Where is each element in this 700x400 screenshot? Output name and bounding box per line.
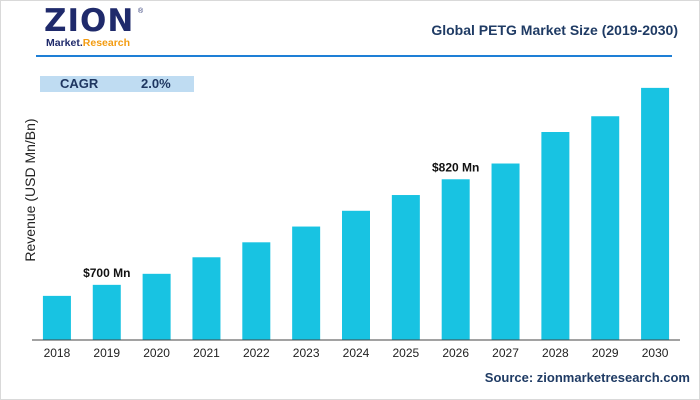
bar-2025 [391,195,420,340]
x-tick-label-2025: 2025 [392,346,419,360]
bar-2021 [192,257,221,340]
cagr-label: CAGR [60,76,99,91]
zion-logo: ZION ® Market.Research [44,6,154,52]
x-tick-label-2023: 2023 [293,346,320,360]
x-tick-label-2029: 2029 [592,346,619,360]
bar-2019 [92,284,121,340]
x-tick-label-2022: 2022 [243,346,270,360]
bar-2024 [342,210,370,340]
bar-2029 [591,116,620,340]
x-tick-label-2020: 2020 [143,346,170,360]
x-tick-label-2024: 2024 [343,346,370,360]
bar-2026 [441,179,470,340]
data-label-2019: $700 Mn [83,266,130,280]
x-tick-label-2021: 2021 [193,346,220,360]
bar-2018 [42,295,71,340]
x-tick-label-2028: 2028 [542,346,569,360]
x-tick-label-2027: 2027 [492,346,519,360]
bar-2023 [292,226,321,340]
cagr-badge: CAGR 2.0% [40,76,194,92]
chart-title: Global PETG Market Size (2019-2030) [431,22,678,38]
data-label-2026: $820 Mn [432,160,479,174]
x-tick-label-2030: 2030 [642,346,669,360]
bar-2022 [242,242,271,340]
registered-mark: ® [138,8,144,15]
x-tick-label-2019: 2019 [93,346,120,360]
x-tick-label-2026: 2026 [442,346,469,360]
x-tick-label-2018: 2018 [44,346,71,360]
logo-sub-research: Research [82,37,131,49]
bar-2027 [491,163,520,340]
logo-sub-market: Market. [46,37,83,49]
cagr-value: 2.0% [141,76,171,91]
bar-2030 [641,87,670,340]
logo-subtitle: Market.Research [46,38,130,49]
source-credit: Source: zionmarketresearch.com [484,370,690,385]
bar-2028 [541,132,570,340]
header-divider [36,55,672,57]
bar-2020 [142,273,171,340]
logo-wordmark: ZION [44,3,135,39]
